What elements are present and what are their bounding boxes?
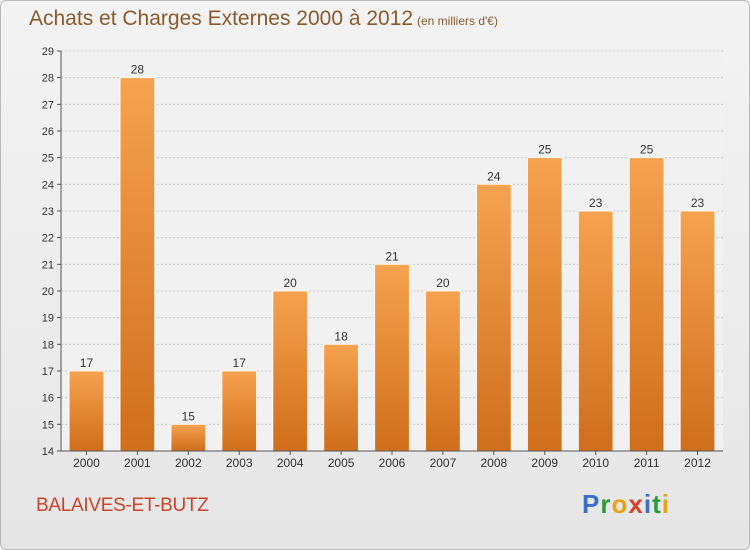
x-tick-label: 2001	[124, 456, 151, 470]
x-tick-label: 2010	[582, 456, 609, 470]
x-tick-label: 2007	[430, 456, 457, 470]
y-tick-label: 14	[42, 446, 54, 458]
logo-letter: i	[643, 489, 653, 519]
chart-title: Achats et Charges Externes 2000 à 2012	[29, 7, 414, 30]
bar-value-label: 15	[182, 409, 196, 423]
bar-value-label: 18	[334, 329, 348, 343]
y-tick-label: 17	[42, 366, 54, 378]
logo-letter: i	[661, 489, 670, 519]
logo-letter: t	[652, 489, 662, 519]
y-tick-label: 23	[42, 206, 54, 218]
y-tick-label: 29	[42, 46, 54, 58]
logo-letter: x	[628, 489, 644, 519]
bar-value-label: 20	[436, 276, 450, 290]
logo-letter: P	[582, 489, 601, 519]
bar[interactable]	[119, 77, 156, 452]
x-tick-label: 2012	[684, 456, 711, 470]
x-tick-label: 2002	[175, 456, 202, 470]
bar[interactable]	[272, 290, 308, 452]
bar[interactable]	[374, 263, 410, 452]
x-tick-label: 2004	[277, 456, 304, 470]
commune-name: BALAIVES-ET-BUTZ	[36, 495, 209, 516]
y-tick-label: 28	[42, 73, 54, 85]
bar[interactable]	[170, 423, 207, 452]
bar-value-label: 21	[385, 249, 399, 263]
y-tick-label: 18	[42, 339, 54, 351]
bar[interactable]	[323, 343, 359, 452]
logo-letter: o	[611, 489, 629, 519]
y-tick-label: 27	[42, 99, 54, 111]
bar[interactable]	[221, 370, 257, 452]
bar-value-label: 20	[283, 276, 297, 290]
bar-value-label: 17	[233, 356, 247, 370]
y-tick-label: 24	[42, 179, 54, 191]
bar[interactable]	[679, 210, 716, 452]
bar-value-label: 25	[640, 143, 654, 157]
x-tick-label: 2000	[73, 456, 100, 470]
bar-value-label: 23	[691, 196, 705, 210]
proxiti-logo[interactable]: Proxiti	[582, 489, 670, 520]
y-tick-label: 20	[42, 286, 54, 298]
bar[interactable]	[527, 157, 563, 452]
bar[interactable]	[628, 157, 665, 452]
bar[interactable]	[476, 183, 512, 452]
y-tick-label: 26	[42, 126, 54, 138]
y-tick-label: 21	[42, 259, 54, 271]
x-tick-label: 2006	[379, 456, 406, 470]
bar-value-label: 24	[487, 169, 501, 183]
x-tick-label: 2003	[226, 456, 253, 470]
logo-letter: r	[600, 489, 612, 519]
bar-value-label: 17	[80, 356, 94, 370]
y-tick-label: 25	[42, 153, 54, 165]
bar-value-label: 28	[131, 63, 145, 77]
bar-value-label: 25	[538, 143, 552, 157]
bar[interactable]	[425, 290, 461, 452]
y-tick-label: 16	[42, 393, 54, 405]
y-tick-label: 15	[42, 419, 54, 431]
x-tick-label: 2008	[480, 456, 507, 470]
x-tick-label: 2005	[328, 456, 355, 470]
bar[interactable]	[68, 370, 105, 452]
bar[interactable]	[577, 210, 614, 452]
bar-value-label: 23	[589, 196, 603, 210]
x-tick-label: 2009	[531, 456, 558, 470]
x-tick-label: 2011	[634, 456, 660, 470]
chart-subtitle: (en milliers d'€)	[417, 14, 498, 28]
y-tick-label: 19	[42, 313, 54, 325]
y-tick-label: 22	[42, 233, 54, 245]
